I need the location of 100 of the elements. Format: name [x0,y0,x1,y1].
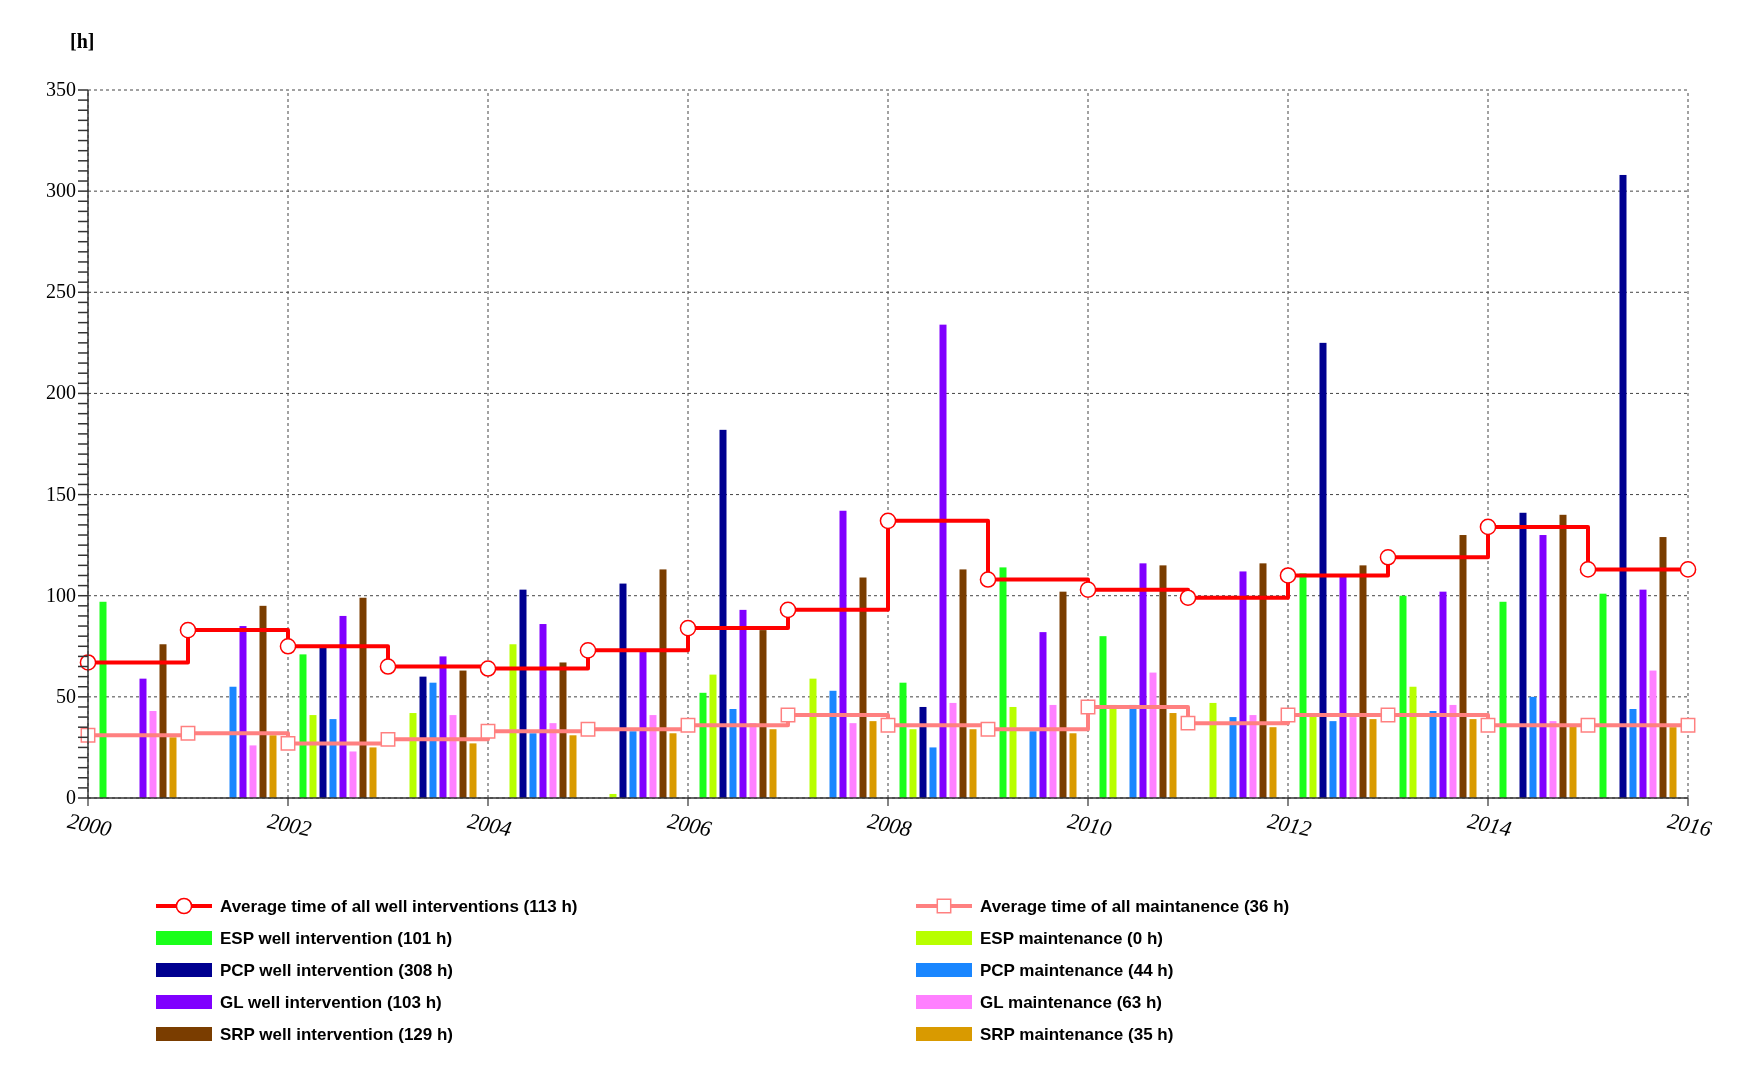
bar [1369,719,1377,798]
bar [669,733,677,798]
bar [849,723,857,798]
bar [839,510,847,798]
bar [409,713,417,798]
bar [329,719,337,798]
bar [1229,717,1237,798]
bar [559,662,567,798]
y-tick-label: 50 [56,684,76,707]
point [180,725,196,741]
bar [1099,636,1107,798]
legend-label: SRP maintenance (35 h) [980,1025,1174,1044]
bar [1249,715,1257,798]
bar [809,678,817,798]
bar [1049,704,1057,798]
bar [319,646,327,798]
legend-label: Average time of all well interventions (113 h) [220,897,578,916]
bar [859,577,867,798]
bar [139,678,147,798]
y-tick-label: 100 [46,583,76,606]
bar [1619,174,1627,798]
point [580,721,596,737]
bar [729,708,737,798]
x-tick-label: 2012 [1265,807,1314,842]
point [879,512,897,530]
bar [419,676,427,798]
bar [1599,593,1607,798]
bar [759,630,767,798]
point [980,721,996,737]
bar [1669,727,1677,798]
bar [1259,563,1267,798]
bar [299,654,307,798]
x-tick-label: 2010 [1065,807,1114,842]
bar [309,715,317,798]
bar [1449,704,1457,798]
point [779,601,797,619]
bar [709,674,717,798]
bar [1209,702,1217,798]
point [1680,717,1696,733]
bar [649,715,657,798]
point [579,642,597,659]
bar [1469,719,1477,798]
bar [969,729,977,798]
bar [1399,595,1407,798]
point [680,717,696,733]
bar [1039,632,1047,798]
bar [429,682,437,798]
point [1280,707,1296,723]
bar [919,706,927,798]
bar [439,656,447,798]
bar [569,735,577,798]
bar [999,567,1007,798]
bar [939,324,947,798]
legend-label: PCP well intervention (308 h) [220,961,454,980]
bar [239,626,247,798]
bar [1059,591,1067,798]
bar [1499,601,1507,798]
y-axis-title: [h] [70,30,95,52]
bar [1559,514,1567,798]
x-tick-label: 2014 [1465,807,1514,842]
bar [449,715,457,798]
y-tick-label: 150 [46,482,76,505]
bar [169,737,177,798]
bar [459,670,467,798]
point [179,621,197,639]
x-tick-label: 2006 [665,807,714,842]
bar [1629,708,1637,798]
point [379,658,397,675]
point [279,637,297,655]
bar [629,731,637,798]
point [480,723,496,739]
bar [509,644,517,798]
point [380,731,396,747]
x-tick-label: 2004 [465,807,514,842]
bar [519,589,527,798]
point [1079,581,1097,598]
bar [1239,571,1247,798]
bar [369,747,377,798]
bar [1529,696,1537,798]
bar [1519,512,1527,798]
x-tick-label: 2000 [65,807,114,842]
point [1580,717,1596,733]
point [1379,548,1397,566]
bar [869,721,877,798]
point [1480,717,1496,733]
bar [339,615,347,798]
bar [1659,537,1667,798]
point [280,735,296,751]
bar [959,569,967,798]
bar [929,747,937,798]
x-tick-label: 2002 [265,807,314,842]
bar [1439,591,1447,798]
bar [659,569,667,798]
bar [1429,711,1437,798]
bar [1359,565,1367,798]
bar [259,605,267,798]
bar [1319,342,1327,798]
bar [1159,565,1167,798]
bar [249,745,257,798]
point [679,619,697,637]
